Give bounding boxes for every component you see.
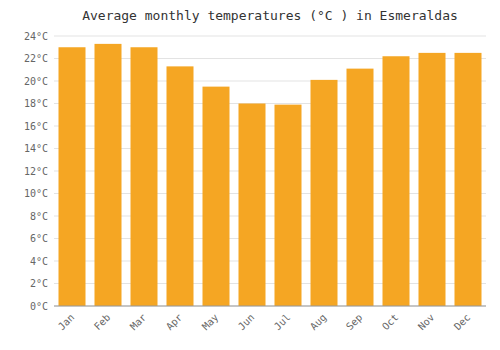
x-tick-label: Dec [452, 312, 473, 333]
y-tick-label: 8°C [30, 211, 48, 222]
bar [275, 105, 302, 306]
bar [167, 66, 194, 306]
title: Average monthly temperatures (°C ) in Es… [82, 8, 458, 23]
x-tick-label: Jun [236, 312, 257, 333]
y-tick-label: 6°C [30, 233, 48, 244]
bar [131, 47, 158, 306]
x-tick-label: Aug [308, 312, 329, 333]
x-tick-label: Nov [416, 312, 437, 333]
y-tick-label: 22°C [24, 53, 48, 64]
x-tick-label: Mar [128, 312, 149, 333]
bar [95, 44, 122, 306]
grid-line [54, 306, 486, 307]
y-tick-label: 20°C [24, 76, 48, 87]
bar [383, 56, 410, 306]
y-tick-label: 12°C [24, 166, 48, 177]
x-axis-line [54, 306, 486, 307]
chart: Average monthly temperatures (°C ) in Es… [0, 0, 500, 350]
x-tick-label: Feb [92, 312, 113, 333]
y-tick-label: 24°C [24, 31, 48, 42]
x-tick-label: May [200, 312, 221, 333]
y-tick-label: 4°C [30, 256, 48, 267]
y-tick-label: 18°C [24, 98, 48, 109]
x-tick-label: Jan [56, 312, 77, 333]
y-tick-label: 0°C [30, 301, 48, 312]
grid [54, 36, 486, 306]
bar [59, 47, 86, 306]
x-tick-label: Oct [380, 312, 401, 333]
bar [239, 104, 266, 307]
y-tick-label: 10°C [24, 188, 48, 199]
y-tick-label: 2°C [30, 278, 48, 289]
bar [347, 69, 374, 306]
bar [419, 53, 446, 306]
bar [311, 80, 338, 306]
x-tick-label: Apr [164, 312, 185, 333]
grid-line [54, 36, 486, 37]
bar [203, 87, 230, 306]
x-tick-label: Sep [344, 312, 365, 333]
bar [455, 53, 482, 306]
y-tick-label: 14°C [24, 143, 48, 154]
x-tick-label: Jul [272, 312, 293, 333]
bars [59, 44, 482, 306]
y-tick-label: 16°C [24, 121, 48, 132]
